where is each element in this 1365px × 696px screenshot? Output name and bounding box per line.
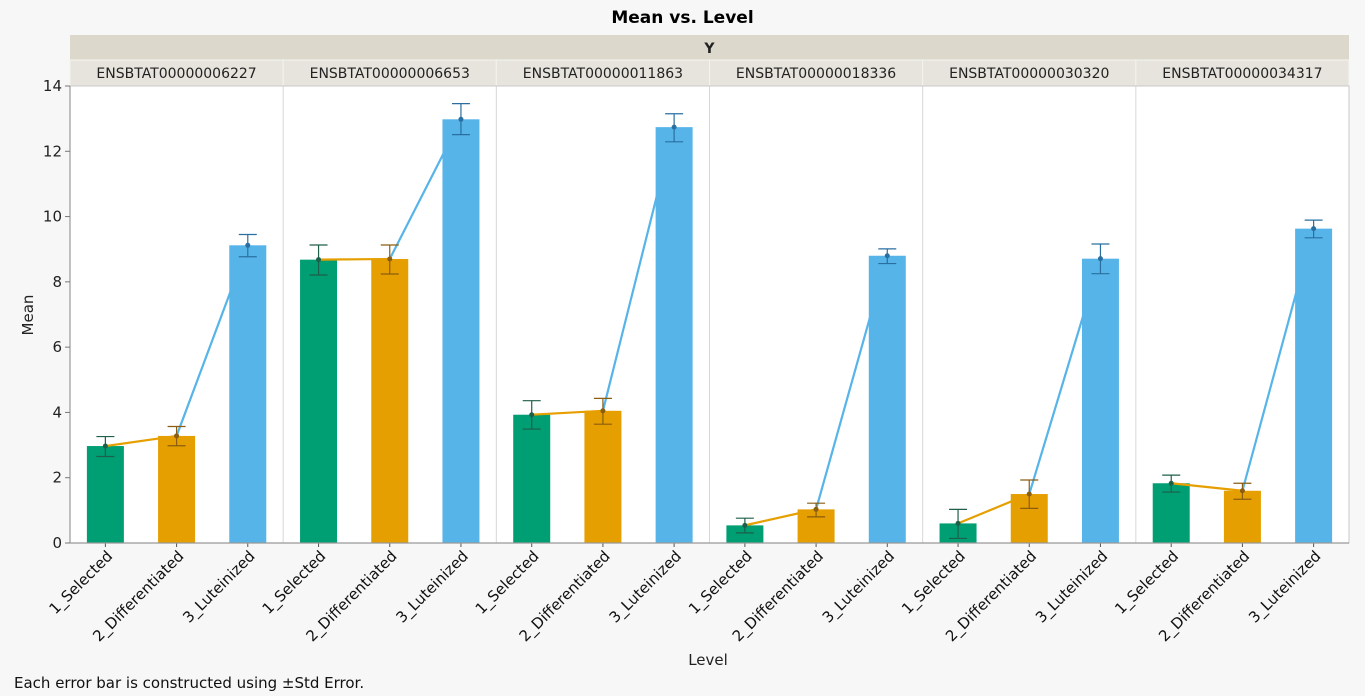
error-bar xyxy=(949,508,968,540)
group-header-bg xyxy=(70,35,1349,60)
error-bar xyxy=(96,435,115,458)
error-bar xyxy=(1304,219,1323,239)
y-axis-label: Mean xyxy=(19,295,37,336)
error-bar xyxy=(735,517,754,534)
mean-line-segment xyxy=(318,257,390,261)
mean-point xyxy=(1168,480,1174,486)
bar-1-selected xyxy=(300,259,338,543)
mean-line-segment xyxy=(601,126,676,412)
x-tick-label: 3_Luteinized xyxy=(1245,547,1325,627)
panel-header-label: ENSBTAT00000006653 xyxy=(310,66,470,82)
mean-line-segment xyxy=(957,493,1030,525)
mean-line-segment xyxy=(1241,228,1315,492)
error-bar xyxy=(878,248,897,265)
error-bar xyxy=(593,397,612,425)
mean-line-segment xyxy=(744,508,817,527)
x-tick-label: 3_Luteinized xyxy=(179,547,259,627)
error-bar xyxy=(380,244,399,275)
mean-point xyxy=(884,253,890,259)
panel-headers: Y ENSBTAT00000006227 ENSBTAT00000006653 ENS… xyxy=(69,35,1350,87)
error-bar xyxy=(665,113,684,143)
mean-line-segment xyxy=(388,118,462,260)
mean-point xyxy=(387,256,393,262)
x-axis-label: Level xyxy=(688,651,728,669)
error-bar xyxy=(522,400,541,430)
mean-point xyxy=(671,124,677,130)
panel-header-bg xyxy=(69,59,284,87)
x-tick-label: 1_Selected xyxy=(472,547,543,618)
plot-area xyxy=(70,86,1349,543)
panel-header-label: ENSBTAT00000011863 xyxy=(523,66,683,82)
x-tick-label: 1_Selected xyxy=(1111,547,1182,618)
y-tick-label: 12 xyxy=(43,142,62,160)
x-tick-label: 1_Selected xyxy=(685,547,756,618)
y-tick-label: 6 xyxy=(52,338,62,356)
mean-point xyxy=(600,408,606,414)
mean-point xyxy=(1311,226,1317,232)
mean-point xyxy=(174,433,180,439)
y-tick-label: 8 xyxy=(52,273,62,291)
mean-line-segment xyxy=(815,255,889,510)
x-tick-label: 3_Luteinized xyxy=(819,547,899,627)
error-bar xyxy=(451,103,470,136)
error-bar xyxy=(1162,474,1181,493)
mean-point xyxy=(1239,488,1245,494)
mean-point xyxy=(529,412,535,418)
bar-2-differentiated xyxy=(584,410,622,543)
error-bar xyxy=(807,502,826,518)
x-tick-label: 1_Selected xyxy=(45,547,116,618)
mean-point xyxy=(458,116,464,122)
x-tick-label: 3_Luteinized xyxy=(1032,547,1112,627)
mean-point xyxy=(316,257,322,263)
mean-line-segment xyxy=(175,244,249,437)
chart-title: Mean vs. Level xyxy=(611,8,754,28)
mean-line-segment xyxy=(105,434,177,448)
bar-3-luteinized xyxy=(229,245,267,543)
bar-3-luteinized xyxy=(1295,228,1333,543)
panel-header-label: ENSBTAT00000034317 xyxy=(1162,66,1322,82)
mean-line-segment xyxy=(1028,258,1102,495)
y-tick-label: 10 xyxy=(43,208,62,226)
panel-header-label: ENSBTAT00000030320 xyxy=(949,66,1109,82)
x-tick-label: 3_Luteinized xyxy=(392,547,472,627)
mean-line-segment xyxy=(531,409,603,416)
mean-point xyxy=(1097,256,1103,262)
bar-1-selected xyxy=(86,446,124,543)
error-bar xyxy=(1091,243,1110,275)
x-tick-label: 3_Luteinized xyxy=(606,547,686,627)
mean-point xyxy=(1026,491,1032,497)
y-tick-label: 4 xyxy=(52,403,62,421)
footnote: Each error bar is constructed using ±Std… xyxy=(14,674,365,692)
mean-point xyxy=(813,506,819,512)
mean-point xyxy=(955,520,961,526)
bar-3-luteinized xyxy=(1081,258,1119,543)
y-tick-label: 2 xyxy=(52,469,62,487)
mean-point xyxy=(742,522,748,528)
error-bar xyxy=(167,425,186,447)
panel-header-label: ENSBTAT00000018336 xyxy=(736,66,896,82)
bar-3-luteinized xyxy=(655,127,693,543)
bar-1-selected xyxy=(1152,483,1190,543)
bar-3-luteinized xyxy=(442,119,480,543)
group-header-label: Y xyxy=(703,41,715,57)
bar-1-selected xyxy=(513,414,551,543)
error-bar xyxy=(309,244,328,276)
mean-point xyxy=(245,242,251,248)
bar-2-differentiated xyxy=(371,259,409,543)
error-bar xyxy=(1020,479,1039,509)
error-bar xyxy=(238,233,257,258)
y-tick-label: 14 xyxy=(43,77,62,95)
x-tick-label: 1_Selected xyxy=(898,547,969,618)
x-tick-label: 1_Selected xyxy=(259,547,330,618)
error-bar xyxy=(1233,482,1252,500)
bar-2-differentiated xyxy=(158,435,196,543)
mean-line-segment xyxy=(1171,482,1243,492)
y-tick-label: 0 xyxy=(52,534,62,552)
panel-header-label: ENSBTAT00000006227 xyxy=(96,66,256,82)
mean-point xyxy=(102,443,108,449)
bar-1-selected xyxy=(726,525,764,543)
